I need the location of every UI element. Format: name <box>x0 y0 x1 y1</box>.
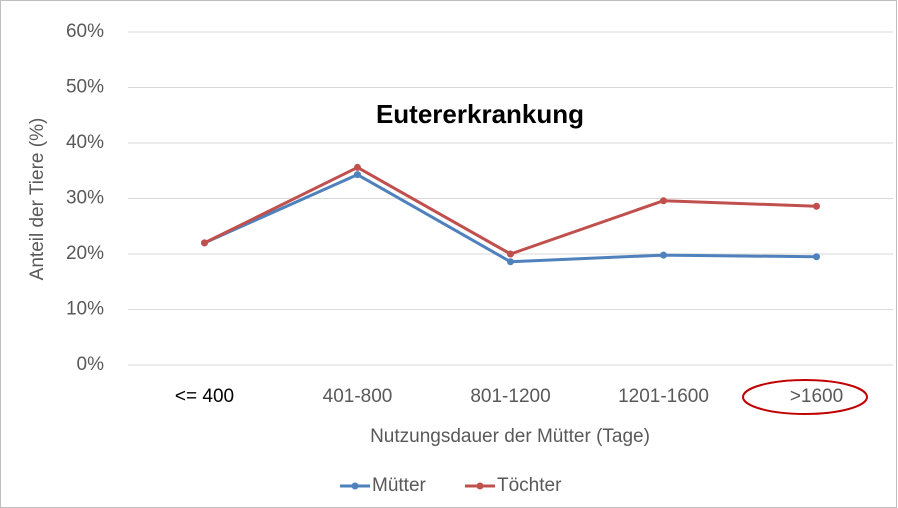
data-point <box>813 253 820 261</box>
x-tick-label: 801-1200 <box>470 386 550 407</box>
data-point <box>660 251 667 259</box>
data-point <box>507 250 514 258</box>
data-point <box>201 239 208 247</box>
data-point <box>660 197 667 205</box>
y-tick-label: 20% <box>66 243 104 264</box>
data-point <box>354 171 361 179</box>
data-point <box>354 163 361 171</box>
y-tick-label: 10% <box>66 299 104 320</box>
x-axis-label: Nutzungsdauer der Mütter (Tage) <box>370 426 650 447</box>
legend-label: Töchter <box>497 475 562 496</box>
data-point <box>813 202 820 210</box>
y-tick-label: 60% <box>66 21 104 42</box>
legend-marker <box>351 482 359 490</box>
highlight-ellipse <box>742 379 868 415</box>
y-tick-label: 40% <box>66 132 104 153</box>
data-point <box>507 258 514 266</box>
x-tick-label: <= 400 <box>175 386 234 407</box>
y-tick-label: 30% <box>66 188 104 209</box>
legend-marker <box>476 482 484 490</box>
y-axis-label: Anteil der Tiere (%) <box>27 118 48 281</box>
x-tick-label: >1600 <box>790 386 843 407</box>
x-tick-label: 401-800 <box>323 386 393 407</box>
chart-title: Eutererkrankung <box>376 99 584 129</box>
y-tick-label: 0% <box>77 354 105 375</box>
legend-label: Mütter <box>372 475 427 496</box>
x-tick-label: 1201-1600 <box>618 386 709 407</box>
y-tick-label: 50% <box>66 77 104 98</box>
